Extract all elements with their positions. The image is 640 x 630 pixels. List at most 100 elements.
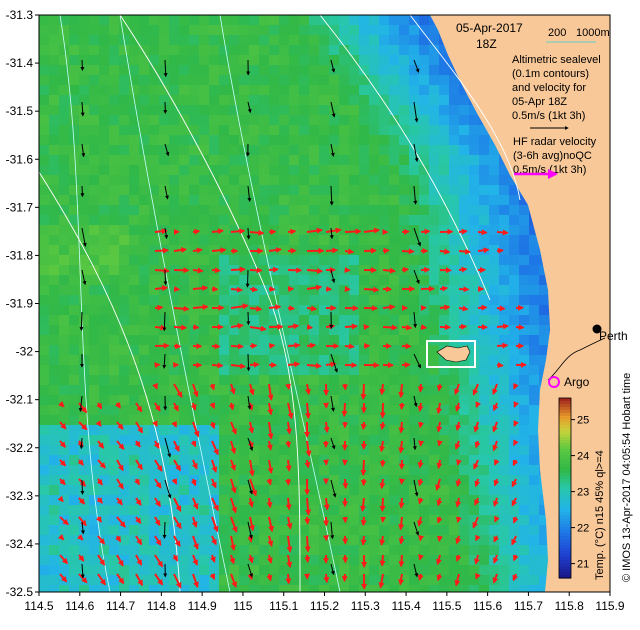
altimetric-velocity-arrow: [330, 563, 335, 576]
hf-velocity-arrow: [304, 383, 311, 396]
altimetric-velocity-arrow: [80, 563, 85, 579]
hf-velocity-arrow: [398, 402, 405, 410]
hf-velocity-arrow: [59, 459, 67, 467]
hf-velocity-arrow: [304, 535, 311, 553]
hf-velocity-arrow: [285, 421, 292, 435]
svg-text:05-Apr 18Z: 05-Apr 18Z: [512, 96, 567, 108]
hf-velocity-arrow: [249, 305, 263, 312]
perth-label: Perth: [599, 329, 628, 343]
hf-velocity-arrow: [211, 343, 221, 350]
lat-tick-label: -31.5: [6, 104, 34, 118]
lon-tick-label: 114.7: [106, 599, 135, 613]
hf-velocity-arrow: [95, 516, 102, 523]
hf-velocity-arrow: [229, 383, 236, 395]
lat-tick-label: -32.1: [6, 393, 34, 407]
hf-velocity-arrow: [304, 402, 311, 420]
hf-velocity-arrow: [492, 554, 499, 564]
hf-velocity-arrow: [192, 459, 198, 470]
hf-velocity-arrow: [209, 421, 216, 430]
hf-velocity-arrow: [455, 402, 461, 412]
hf-velocity-arrow: [511, 497, 518, 507]
hf-velocity-arrow: [325, 361, 337, 368]
hf-velocity-arrow: [266, 478, 273, 486]
hf-velocity-arrow: [116, 440, 125, 450]
altimetric-velocity-arrow: [81, 227, 87, 247]
hf-velocity-arrow: [511, 478, 518, 488]
hf-velocity-arrow: [306, 342, 316, 349]
hf-velocity-arrow: [192, 497, 199, 510]
hf-velocity-arrow: [249, 286, 259, 293]
hf-velocity-arrow: [230, 573, 237, 588]
altimetric-velocity-arrow: [330, 269, 336, 284]
hf-velocity-arrow: [172, 554, 179, 562]
hf-velocity-arrow: [512, 459, 519, 467]
hf-velocity-arrow: [173, 324, 188, 331]
hf-velocity-arrow: [268, 342, 276, 349]
lat-tick-label: -31.6: [6, 152, 34, 166]
hf-velocity-arrow: [96, 402, 103, 410]
lat-tick-label: -31.3: [6, 8, 34, 22]
hf-velocity-arrow: [266, 554, 273, 564]
altimetric-velocity-arrow: [329, 185, 334, 206]
hf-velocity-arrow: [77, 534, 84, 541]
hf-velocity-arrow: [267, 535, 274, 547]
lon-tick-label: 114.9: [188, 599, 217, 613]
hf-velocity-arrow: [210, 554, 216, 563]
hf-velocity-arrow: [173, 305, 190, 312]
hf-velocity-arrow: [78, 516, 87, 527]
altimetric-velocity-arrow: [413, 59, 420, 73]
hf-velocity-arrow: [192, 535, 199, 550]
altimetric-velocity-arrow: [413, 353, 421, 369]
hf-velocity-arrow: [230, 228, 246, 235]
argo-marker: [548, 376, 560, 388]
svg-text:HF radar velocity: HF radar velocity: [513, 136, 597, 148]
hf-velocity-arrow: [192, 247, 203, 254]
hf-velocity-arrow: [286, 554, 293, 569]
hf-velocity-arrow: [191, 516, 198, 528]
hf-velocity-arrow: [116, 497, 123, 506]
hf-velocity-arrow: [342, 554, 349, 564]
hf-velocity-arrow: [472, 383, 479, 396]
hf-velocity-arrow: [305, 440, 312, 457]
hf-velocity-arrow: [305, 497, 312, 516]
altimetric-velocity-arrow: [79, 311, 84, 331]
hf-velocity-arrow: [229, 554, 236, 565]
hf-velocity-arrow: [363, 247, 377, 254]
hf-velocity-arrow: [322, 534, 329, 542]
hf-velocity-arrow: [135, 459, 143, 471]
hf-velocity-arrow: [398, 554, 405, 568]
hf-velocity-arrow: [135, 402, 143, 413]
hf-velocity-arrow: [420, 228, 431, 235]
hf-velocity-arrow: [360, 383, 367, 401]
altimetric-velocity-arrow: [330, 59, 336, 73]
hf-velocity-arrow: [173, 573, 182, 589]
altimetric-velocity-arrow: [247, 521, 253, 539]
hf-velocity-arrow: [417, 497, 424, 505]
hf-velocity-arrow: [477, 229, 488, 236]
lat-tick-label: -32.3: [6, 489, 34, 503]
hf-velocity-arrow: [192, 421, 200, 438]
hf-velocity-arrow: [475, 572, 481, 580]
hf-velocity-arrow: [420, 324, 428, 331]
colorbar-tick-label: 24: [577, 451, 589, 463]
hf-velocity-arrow: [285, 440, 292, 449]
altimetric-velocity-arrow: [78, 395, 83, 413]
hf-velocity-arrow: [417, 459, 424, 469]
hf-velocity-arrow: [306, 324, 314, 330]
hf-velocity-arrow: [96, 478, 103, 486]
hf-velocity-arrow: [493, 497, 499, 508]
hf-velocity-arrow: [325, 227, 342, 234]
isobath-1000m: [39, 171, 181, 592]
svg-text:0.5m/s (1kt 3h): 0.5m/s (1kt 3h): [512, 110, 585, 122]
hf-velocity-arrow: [456, 459, 462, 466]
hf-velocity-arrow: [135, 535, 143, 546]
hf-velocity-arrow: [116, 421, 124, 430]
colorbar: 25 24 23 22 21 Temp. (°C) n15 45% ql>=4: [558, 397, 606, 580]
hf-velocity-arrow: [363, 286, 380, 293]
hf-velocity-arrow: [287, 323, 300, 330]
hf-velocity-arrow: [458, 266, 468, 273]
hf-velocity-arrow: [458, 248, 472, 255]
hf-velocity-arrow: [211, 497, 219, 512]
altimetric-velocity-arrow: [330, 521, 335, 540]
hf-velocity-arrow: [248, 421, 255, 434]
